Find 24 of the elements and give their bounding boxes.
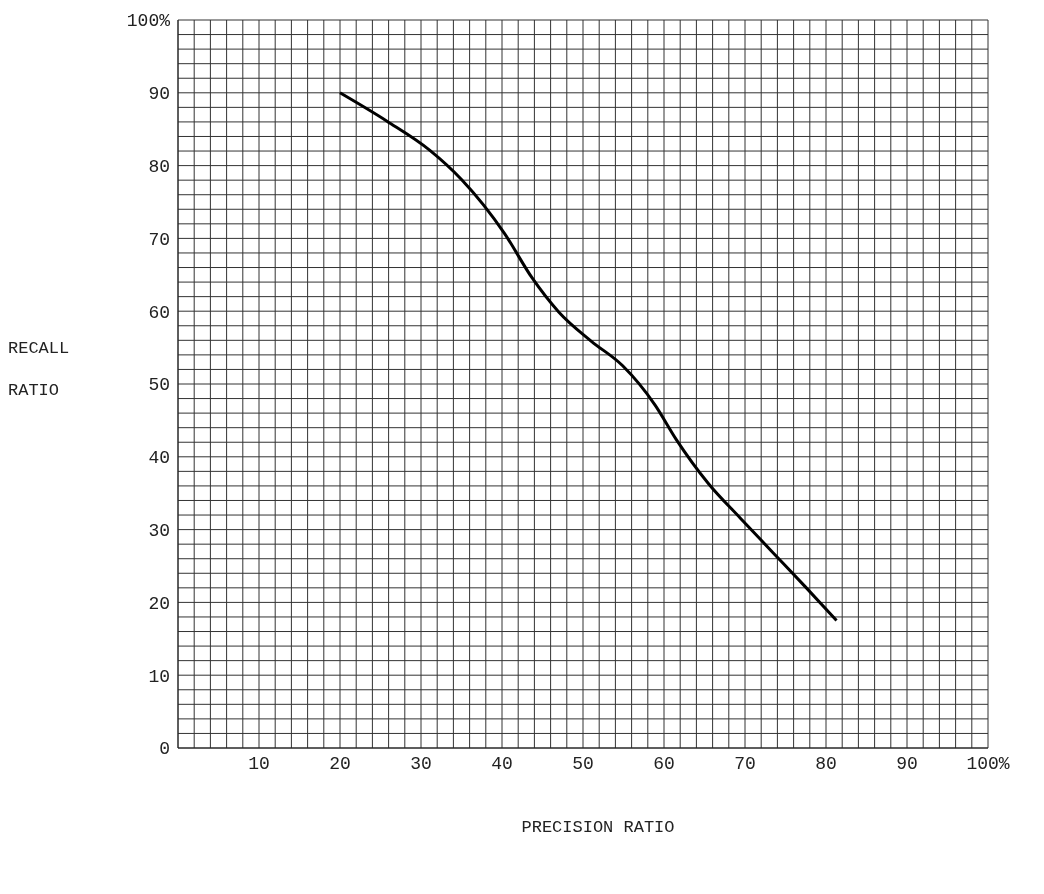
x-tick-label: 50 — [572, 753, 594, 774]
x-tick-label: 90 — [896, 753, 918, 774]
y-tick-label: 70 — [148, 229, 170, 250]
y-tick-label: 20 — [148, 593, 170, 614]
y-tick-label: 40 — [148, 448, 170, 469]
x-tick-label: 20 — [329, 753, 351, 774]
y-tick-label: 0 — [159, 739, 170, 760]
x-tick-label: 40 — [491, 753, 513, 774]
y-tick-label: 90 — [148, 84, 170, 105]
y-tick-label: 100% — [126, 11, 171, 32]
line-series — [338, 91, 839, 623]
y-tick-label: 50 — [148, 375, 170, 396]
y-tick-label: 10 — [148, 666, 170, 687]
text: RECALL RATIO — [8, 339, 70, 400]
x-tick-label: 70 — [734, 753, 756, 774]
x-axis-title: PRECISION RATIO — [520, 818, 676, 837]
x-tick-label: 100% — [966, 753, 1010, 774]
x-tick-label: 60 — [653, 753, 675, 774]
y-tick-label: 60 — [148, 302, 170, 323]
y-tick-label: 80 — [148, 156, 170, 177]
x-tick-label: 10 — [248, 753, 270, 774]
x-tick-label: 80 — [815, 753, 837, 774]
x-tick-label: 30 — [410, 753, 432, 774]
y-tick-label: 30 — [148, 520, 170, 541]
